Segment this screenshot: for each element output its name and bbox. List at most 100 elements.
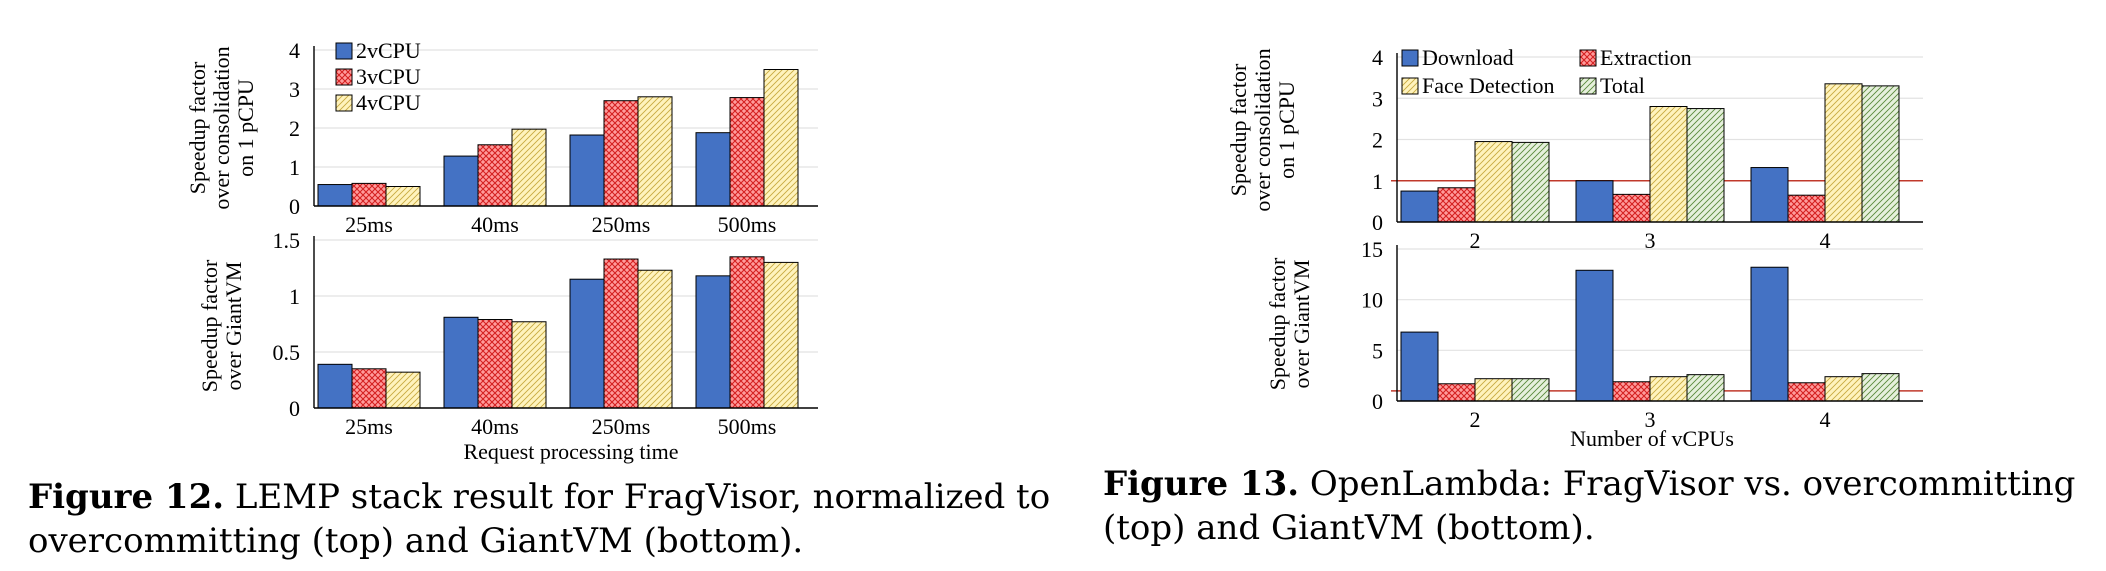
- bar-download-3: [1575, 180, 1614, 223]
- bar-download-4: [1750, 167, 1789, 223]
- y-tick-label: 4: [289, 38, 300, 63]
- bar-3vcpu-500ms: [729, 97, 765, 207]
- x-axis-label: Number of vCPUs: [1570, 426, 1734, 451]
- legend-swatch-extraction: [1579, 49, 1597, 67]
- legend: Download Extraction Face Detection Total: [1401, 45, 1692, 98]
- bar-extraction-4: [1787, 194, 1826, 223]
- x-tick-label: 3: [1645, 228, 1656, 253]
- chart-12-bottom: 0 0.5 1 1.5 25ms 40ms 250ms 500ms Speedup factor…: [197, 228, 818, 464]
- y-tick-label: 5: [1372, 338, 1383, 363]
- x-tick-label: 40ms: [471, 414, 519, 439]
- bar-4vcpu-500ms: [763, 69, 799, 207]
- bar-face-detection-2: [1474, 141, 1513, 223]
- bar-total-2: [1511, 141, 1550, 223]
- bar-3vcpu-40ms: [477, 319, 513, 409]
- bar-download-2: [1400, 190, 1439, 223]
- bar-total-4: [1861, 85, 1900, 223]
- x-tick-label: 25ms: [345, 414, 393, 439]
- y-tick-label: 1: [289, 155, 300, 180]
- bar-2vcpu-25ms: [317, 363, 353, 409]
- y-tick-label: 3: [1372, 86, 1383, 111]
- figure-12-caption: Figure 12. LEMP stack result for FragVis…: [28, 475, 1078, 563]
- bar-face-detection-2: [1474, 378, 1513, 402]
- legend-swatch-3vcpu: [335, 68, 353, 86]
- bar-3vcpu-25ms: [351, 368, 387, 409]
- x-tick-label: 500ms: [718, 212, 777, 237]
- x-tick-label: 4: [1820, 228, 1831, 253]
- bar-4vcpu-40ms: [511, 128, 547, 207]
- bar-2vcpu-250ms: [569, 278, 605, 409]
- bar-download-3: [1575, 269, 1614, 402]
- legend-label-face-detection: Face Detection: [1422, 73, 1555, 98]
- y-tick-label: 2: [289, 116, 300, 141]
- legend-label-extraction: Extraction: [1600, 45, 1692, 70]
- bar-extraction-3: [1612, 381, 1651, 402]
- bar-4vcpu-250ms: [637, 269, 673, 409]
- y-tick-label: 0.5: [273, 340, 301, 365]
- bar-4vcpu-500ms: [763, 261, 799, 409]
- bar-total-2: [1511, 378, 1550, 402]
- y-tick-label: 0: [289, 194, 300, 219]
- legend-swatch-download: [1401, 49, 1419, 67]
- y-axis-label: Speedup factorover GiantVM: [197, 259, 246, 392]
- legend-label-2vcpu: 2vCPU: [356, 38, 421, 63]
- bar-3vcpu-250ms: [603, 100, 639, 207]
- y-tick-label: 1: [1372, 169, 1383, 194]
- y-axis-label: Speedup factorover consolidationon 1 pCP…: [185, 46, 258, 209]
- x-tick-label: 4: [1820, 407, 1831, 432]
- bar-4vcpu-25ms: [385, 186, 421, 207]
- bar-3vcpu-25ms: [351, 182, 387, 207]
- bar-2vcpu-40ms: [443, 316, 479, 409]
- y-tick-label: 0: [1372, 210, 1383, 235]
- x-tick-label: 40ms: [471, 212, 519, 237]
- bar-total-3: [1686, 108, 1725, 223]
- legend-swatch-total: [1579, 77, 1597, 95]
- y-tick-label: 10: [1361, 288, 1383, 313]
- y-tick-label: 0: [1372, 389, 1383, 414]
- legend-label-4vcpu: 4vCPU: [356, 90, 421, 115]
- charts-layer: 0 1 2 3 4 25ms 40ms 250ms 500ms Speedup factorove…: [185, 38, 1923, 464]
- bar-download-2: [1400, 331, 1439, 402]
- y-tick-label: 15: [1361, 237, 1383, 262]
- bar-2vcpu-500ms: [695, 132, 731, 207]
- bar-face-detection-4: [1824, 83, 1863, 223]
- bar-extraction-3: [1612, 193, 1651, 223]
- x-tick-label: 250ms: [592, 212, 651, 237]
- bar-4vcpu-40ms: [511, 321, 547, 409]
- chart-13-top: 0 1 2 3 4 2 3 4 Speedup factorover consolidation…: [1226, 45, 1923, 253]
- x-tick-label: 3: [1645, 407, 1656, 432]
- y-axis-label: Speedup factorover GiantVM: [1265, 257, 1314, 390]
- figure-13-text: OpenLambda: FragVisor vs. overcommitting…: [1103, 464, 2076, 548]
- bar-extraction-4: [1787, 382, 1826, 402]
- y-tick-label: 1: [289, 284, 300, 309]
- x-tick-label: 250ms: [592, 414, 651, 439]
- chart-12-top: 0 1 2 3 4 25ms 40ms 250ms 500ms Speedup factorove…: [185, 38, 818, 237]
- y-tick-label: 0: [289, 396, 300, 421]
- bar-total-3: [1686, 374, 1725, 402]
- legend-label-download: Download: [1422, 45, 1514, 70]
- x-tick-label: 500ms: [718, 414, 777, 439]
- bar-4vcpu-25ms: [385, 371, 421, 409]
- bar-4vcpu-250ms: [637, 96, 673, 207]
- bar-3vcpu-500ms: [729, 256, 765, 409]
- x-axis-label: Request processing time: [463, 439, 678, 464]
- legend-swatch-4vcpu: [335, 94, 353, 112]
- bar-2vcpu-25ms: [317, 184, 353, 207]
- legend-swatch-2vcpu: [335, 42, 353, 60]
- y-tick-label: 2: [1372, 128, 1383, 153]
- bar-extraction-2: [1437, 383, 1476, 402]
- legend-label-3vcpu: 3vCPU: [356, 64, 421, 89]
- y-tick-label: 3: [289, 77, 300, 102]
- bar-2vcpu-250ms: [569, 134, 605, 207]
- x-tick-label: 25ms: [345, 212, 393, 237]
- bar-download-4: [1750, 266, 1789, 402]
- x-tick-label: 2: [1470, 407, 1481, 432]
- bar-2vcpu-40ms: [443, 155, 479, 207]
- figure-13-label: Figure 13.: [1103, 464, 1300, 504]
- bar-3vcpu-40ms: [477, 144, 513, 207]
- legend-label-total: Total: [1600, 73, 1645, 98]
- bar-face-detection-4: [1824, 376, 1863, 402]
- legend-swatch-face-detection: [1401, 77, 1419, 95]
